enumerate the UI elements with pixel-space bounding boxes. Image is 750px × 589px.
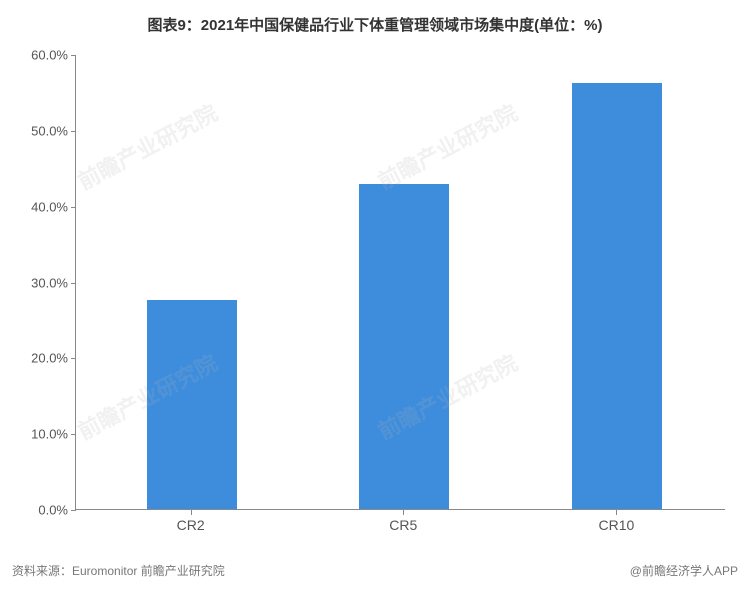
chart-area: 0.0%10.0%20.0%30.0%40.0%50.0%60.0% CR2 CR… [75, 55, 725, 530]
y-tick-label: 60.0% [16, 48, 68, 63]
x-tick-label: CR5 [389, 517, 417, 533]
x-tick-label: CR2 [177, 517, 205, 533]
x-tick-mark [403, 510, 404, 515]
x-tick-label: CR10 [599, 517, 635, 533]
x-tick-mark [191, 510, 192, 515]
bar [359, 184, 449, 509]
y-tick-label: 50.0% [16, 123, 68, 138]
brand-text: @前瞻经济学人APP [630, 562, 738, 579]
bar [147, 300, 237, 509]
y-tick-mark [71, 283, 76, 284]
y-tick-mark [71, 510, 76, 511]
bar [572, 83, 662, 509]
y-tick-mark [71, 434, 76, 435]
y-tick-mark [71, 131, 76, 132]
y-tick-label: 0.0% [16, 503, 68, 518]
y-tick-label: 40.0% [16, 199, 68, 214]
x-tick-mark [616, 510, 617, 515]
source-text: 资料来源：Euromonitor 前瞻产业研究院 [12, 562, 225, 579]
y-tick-mark [71, 207, 76, 208]
chart-title: 图表9：2021年中国保健品行业下体重管理领域市场集中度(单位：%) [0, 0, 750, 45]
y-tick-mark [71, 55, 76, 56]
y-tick-label: 30.0% [16, 275, 68, 290]
plot-region: 0.0%10.0%20.0%30.0%40.0%50.0%60.0% [75, 55, 725, 510]
y-tick-label: 20.0% [16, 351, 68, 366]
y-tick-mark [71, 358, 76, 359]
y-tick-label: 10.0% [16, 427, 68, 442]
